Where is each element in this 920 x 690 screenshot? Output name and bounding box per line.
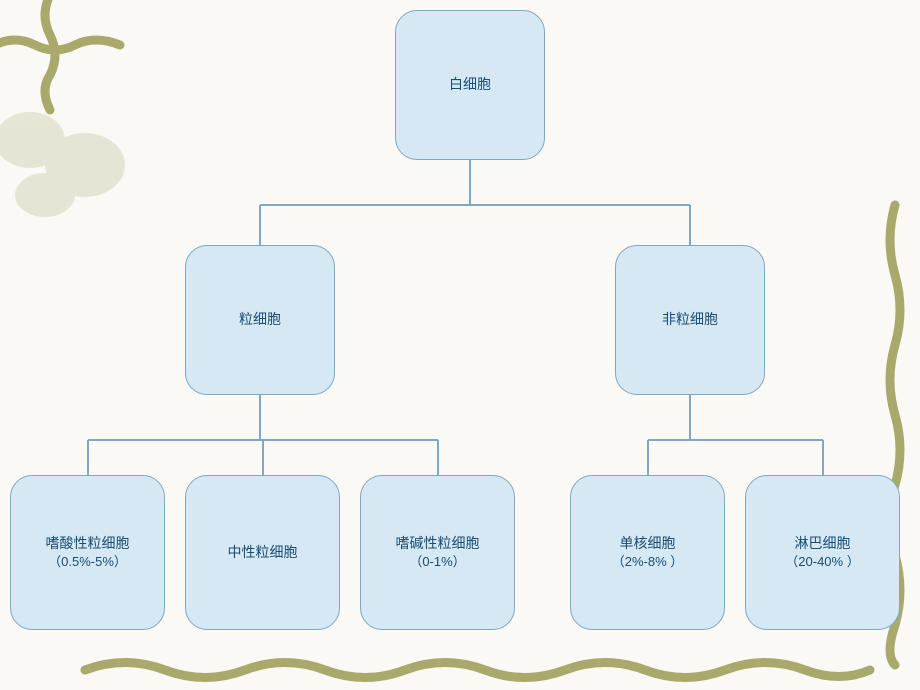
node-label: 淋巴细胞 <box>795 534 851 554</box>
node-sublabel: （20-40% ） <box>785 553 859 571</box>
node-sublabel: （0.5%-5%） <box>48 553 127 571</box>
node-label: 嗜碱性粒细胞 <box>396 534 480 554</box>
node-label: 粒细胞 <box>239 310 281 330</box>
node-leaf-eosinophil: 嗜酸性粒细胞 （0.5%-5%） <box>10 475 165 630</box>
background-decoration-top-left <box>0 0 190 220</box>
node-sublabel: （2%-8% ） <box>612 553 684 571</box>
node-sublabel: （0-1%） <box>409 553 465 571</box>
node-leaf-monocyte: 单核细胞 （2%-8% ） <box>570 475 725 630</box>
node-granulocyte: 粒细胞 <box>185 245 335 395</box>
node-leaf-basophil: 嗜碱性粒细胞 （0-1%） <box>360 475 515 630</box>
node-leaf-neutrophil: 中性粒细胞 <box>185 475 340 630</box>
node-label: 白细胞 <box>449 75 491 95</box>
node-leaf-lymphocyte: 淋巴细胞 （20-40% ） <box>745 475 900 630</box>
node-label: 非粒细胞 <box>662 310 718 330</box>
node-label: 单核细胞 <box>620 534 676 554</box>
node-label: 中性粒细胞 <box>228 543 298 563</box>
node-root: 白细胞 <box>395 10 545 160</box>
background-decoration-bottom <box>80 635 880 690</box>
node-agranulocyte: 非粒细胞 <box>615 245 765 395</box>
node-label: 嗜酸性粒细胞 <box>46 534 130 554</box>
